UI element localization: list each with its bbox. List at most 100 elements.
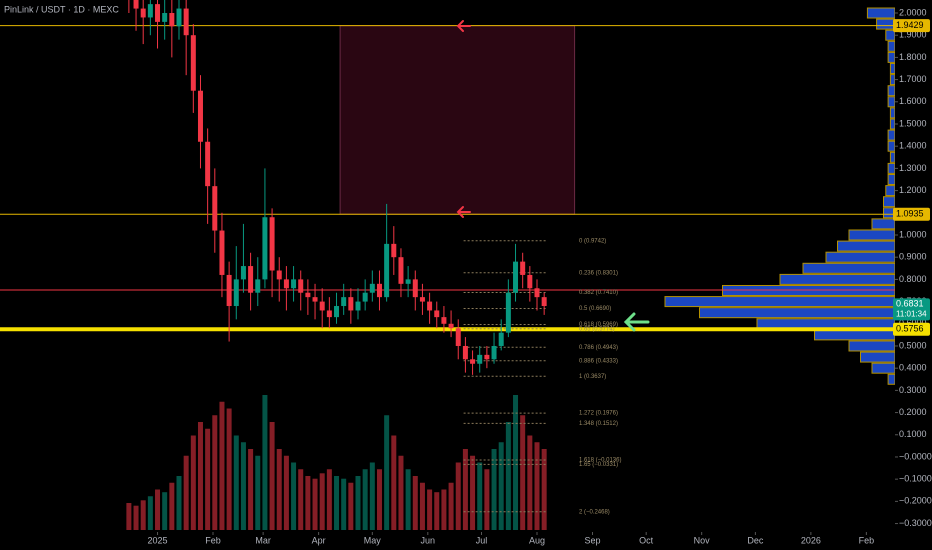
candle-body	[391, 243, 397, 258]
candle-body	[283, 279, 289, 289]
volume-bar	[248, 449, 254, 530]
volume-profile-bar	[779, 273, 895, 285]
candle-body	[140, 8, 146, 18]
price-box	[893, 19, 930, 33]
x-tick-label: Aug	[529, 535, 545, 545]
last-price-label: 0.6831	[896, 299, 924, 309]
candle-body	[405, 279, 411, 284]
candle-body	[455, 328, 461, 346]
y-tick-label: 1.7000	[899, 74, 927, 84]
volume-bar	[491, 449, 497, 530]
candle-body	[505, 292, 511, 333]
x-tick-label: Nov	[694, 535, 711, 545]
volume-profile-bar	[837, 240, 895, 252]
x-tick-label: Feb	[859, 535, 875, 545]
volume-bar	[197, 422, 203, 530]
y-tick-label: −0.1000	[899, 474, 932, 484]
y-tick-label: 2.0000	[899, 7, 927, 17]
candle-body	[240, 266, 246, 280]
x-tick-label: 2026	[801, 535, 821, 545]
candle-body	[255, 279, 261, 293]
y-tick-label: 1.6000	[899, 96, 927, 106]
candle-body	[448, 323, 454, 329]
volume-bar	[147, 496, 153, 530]
volume-bar	[419, 482, 425, 530]
volume-bar	[226, 408, 232, 530]
countdown-label: 11:01:34	[896, 309, 927, 318]
fib-label: 0.5 (0.6690)	[579, 306, 611, 312]
y-tick-label: 1.4000	[899, 141, 927, 151]
fib-label: 0.786 (0.4943)	[579, 345, 618, 351]
volume-profile-bar	[889, 151, 895, 163]
volume-profile-bar	[871, 362, 895, 374]
volume-bar	[233, 435, 239, 530]
volume-profile-bar	[887, 373, 895, 385]
y-tick-label: 0.8000	[899, 274, 927, 284]
x-tick-label: May	[364, 535, 382, 545]
volume-bar	[183, 455, 189, 530]
fib-label: 0.618 (0.5969)	[579, 322, 618, 328]
candle-body	[462, 345, 468, 360]
volume-profile-bar	[887, 40, 895, 52]
fib-label: 0 (0.9742)	[579, 238, 606, 244]
volume-profile-bar	[887, 173, 895, 185]
x-tick-label: Apr	[312, 535, 326, 545]
volume-bar	[312, 478, 318, 530]
x-tick-label: Jul	[476, 535, 488, 545]
volume-bar	[341, 478, 347, 530]
volume-bar	[162, 492, 168, 530]
fib-label: 1.348 (0.1512)	[579, 421, 618, 427]
zone	[339, 25, 576, 215]
volume-profile-bar	[887, 129, 895, 141]
volume-profile-bar	[885, 185, 895, 197]
candle-body	[441, 317, 447, 324]
volume-bar	[384, 415, 390, 530]
candle-body	[477, 354, 483, 364]
price-box-label: 1.9429	[896, 20, 924, 30]
volume-bar	[219, 401, 225, 530]
y-tick-label: 0.2000	[899, 407, 927, 417]
volume-bar	[441, 489, 447, 530]
chart-title: PinLink / USDT · 1D · MEXC	[4, 4, 119, 14]
price-box	[893, 322, 930, 336]
volume-bar	[126, 503, 132, 530]
candle-body	[498, 332, 504, 346]
volume-bar	[240, 442, 246, 530]
volume-bar	[355, 476, 361, 530]
y-tick-label: 0.4000	[899, 363, 927, 373]
annotation-arrows	[456, 20, 650, 332]
volume-profile-bar	[871, 218, 895, 230]
y-tick-label: 1.3000	[899, 163, 927, 173]
volume-profile-bar	[889, 107, 895, 119]
fib-label: 2 (−0.2468)	[579, 509, 610, 515]
volume-profile-bar	[848, 229, 895, 241]
volume-profile-bar	[887, 85, 895, 97]
candle-body	[434, 310, 440, 318]
x-tick-label: 2025	[148, 535, 168, 545]
volume-profile-bar	[699, 307, 895, 319]
candle-body	[162, 13, 168, 22]
volume-bar	[255, 455, 261, 530]
volume-bar	[155, 489, 161, 530]
volume-profile-bar	[825, 251, 895, 263]
x-tick-label: Jun	[421, 535, 436, 545]
volume-profile-bar	[860, 351, 895, 363]
volume-profile-bar	[814, 329, 895, 341]
x-tick-label: Oct	[639, 535, 654, 545]
y-tick-label: 0.1000	[899, 429, 927, 439]
volume-bar	[190, 435, 196, 530]
candle-body	[147, 4, 153, 18]
volume-bar	[505, 422, 511, 530]
volume-bar	[448, 482, 454, 530]
fib-label: 0.65 (0.5774)	[579, 326, 615, 332]
volume-bar	[527, 435, 533, 530]
candle-body	[269, 217, 275, 271]
volume-profile-bar	[887, 51, 895, 63]
volume-profile-bar	[883, 207, 895, 219]
volume-bar	[348, 482, 354, 530]
volume-bar	[369, 462, 375, 530]
x-tick-label: Sep	[584, 535, 600, 545]
candle-body	[334, 306, 340, 318]
y-tick-label: 0.3000	[899, 385, 927, 395]
